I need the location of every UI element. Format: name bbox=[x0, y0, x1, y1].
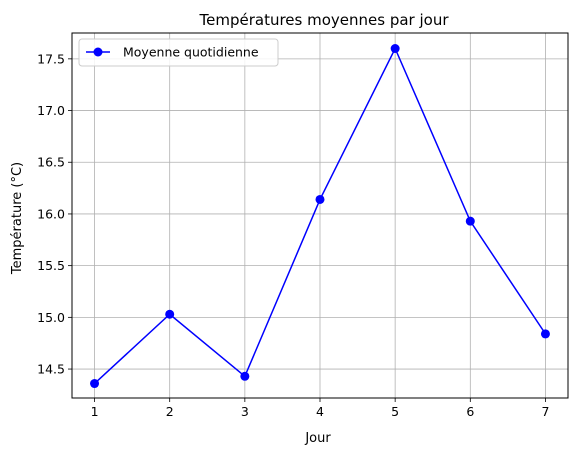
x-tick-label: 3 bbox=[241, 404, 249, 419]
x-axis-label: Jour bbox=[304, 431, 331, 446]
data-point bbox=[465, 216, 475, 226]
x-tick-label: 1 bbox=[91, 404, 99, 419]
y-tick-label: 15.5 bbox=[37, 258, 65, 273]
x-tick-label: 2 bbox=[166, 404, 174, 419]
y-tick-label: 16.5 bbox=[37, 155, 65, 170]
x-tick-label: 6 bbox=[466, 404, 474, 419]
legend-marker bbox=[93, 47, 103, 57]
data-point bbox=[390, 44, 400, 54]
y-tick-label: 15.0 bbox=[37, 310, 65, 325]
y-tick-label: 14.5 bbox=[37, 362, 65, 377]
x-tick-label: 5 bbox=[391, 404, 399, 419]
data-point bbox=[540, 329, 550, 339]
y-axis-label: Température (°C) bbox=[10, 162, 25, 275]
legend-label: Moyenne quotidienne bbox=[123, 45, 259, 60]
y-tick-label: 16.0 bbox=[37, 206, 65, 221]
series-layer bbox=[90, 44, 550, 389]
x-tick-label: 4 bbox=[316, 404, 324, 419]
y-tick-label: 17.5 bbox=[37, 51, 65, 66]
chart-title: Températures moyennes par jour bbox=[199, 11, 450, 29]
axis-ticks: 1 2 3 4 5 6 7 14.5 15.0 15.5 16.0 16.5 17.0 17.5 bbox=[37, 51, 549, 419]
data-point bbox=[165, 309, 175, 319]
legend-box bbox=[78, 38, 279, 67]
legend: Moyenne quotidienne bbox=[78, 38, 279, 67]
plot-frame bbox=[71, 32, 569, 399]
x-tick-label: 7 bbox=[541, 404, 549, 419]
data-point bbox=[240, 371, 250, 381]
data-point bbox=[315, 194, 325, 204]
grid bbox=[72, 33, 568, 398]
data-point bbox=[90, 379, 100, 389]
y-tick-label: 17.0 bbox=[37, 103, 65, 118]
